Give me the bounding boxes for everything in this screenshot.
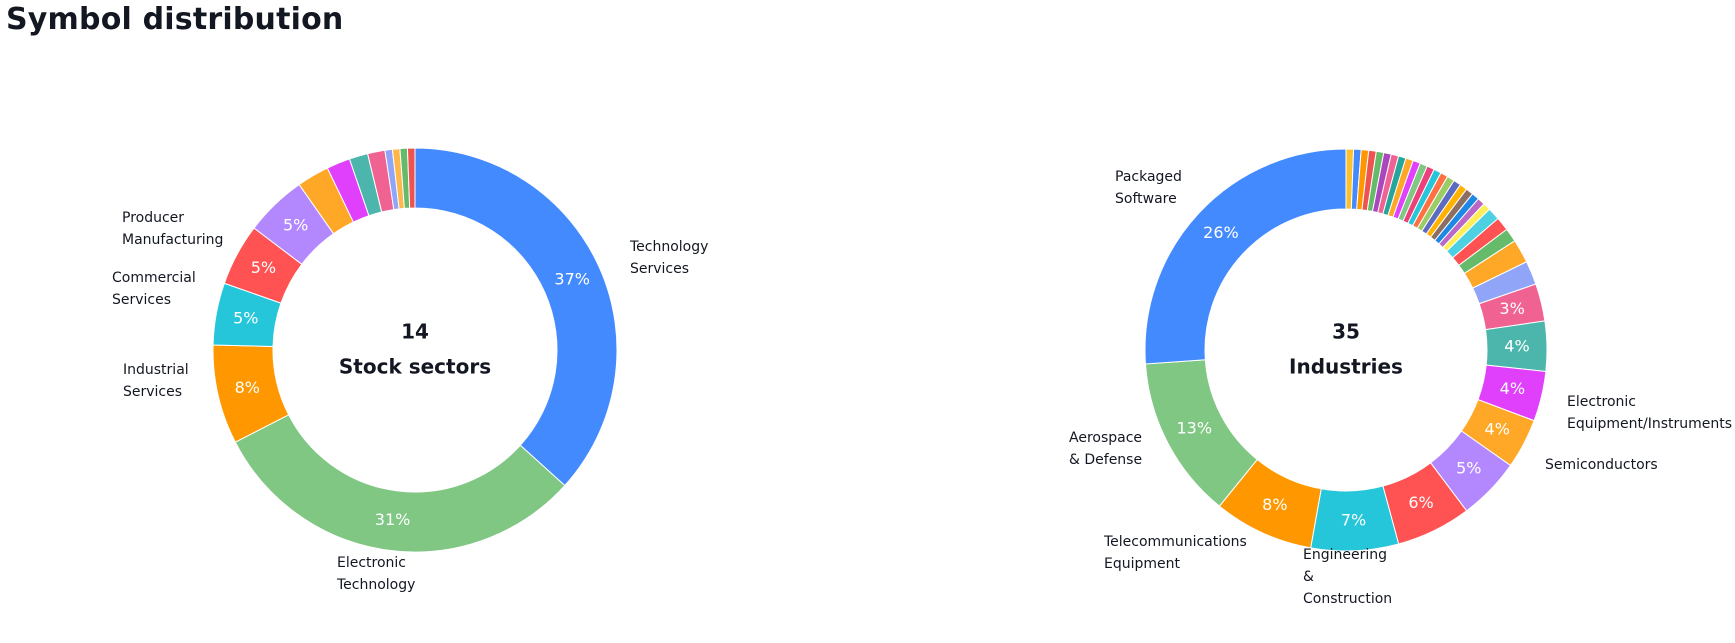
slice-percent-label: 4% <box>1485 419 1510 438</box>
category-label-line: Packaged <box>1115 169 1182 185</box>
category-label-line: Electronic <box>1567 394 1636 410</box>
slice-percent-label: 8% <box>235 378 260 397</box>
category-label: Electronic Technology <box>336 555 415 593</box>
category-label-line: Technology <box>336 577 415 593</box>
category-label: Packaged Software <box>1115 169 1182 207</box>
industries-donut-chart[interactable]: 3% 4% 4% 4% 5% 6% 7% 8% 13% 26% 35 Industries Packag… <box>1069 148 1732 607</box>
slice-percent-label: 13% <box>1176 418 1212 437</box>
category-label-line: Semiconductors <box>1545 457 1658 473</box>
center-count: 14 <box>401 320 429 344</box>
category-label-line: Engineering <box>1303 547 1387 563</box>
slice-percent-label: 7% <box>1341 510 1366 529</box>
slice-percent-label: 5% <box>233 309 258 328</box>
category-label-line: & <box>1303 569 1314 585</box>
category-label-line: Services <box>112 292 171 308</box>
category-label: Semiconductors <box>1545 457 1658 473</box>
slice-percent-label: 26% <box>1203 223 1239 242</box>
slice-percent-label: 8% <box>1262 495 1287 514</box>
category-label-line: Aerospace <box>1069 430 1142 446</box>
slice-percent-label: 6% <box>1408 493 1433 512</box>
category-label-line: Software <box>1115 191 1177 207</box>
slice-percent-label: 31% <box>375 510 411 529</box>
category-label-line: Services <box>123 384 182 400</box>
center-count: 35 <box>1332 320 1360 344</box>
category-label: Producer Manufacturing <box>122 210 223 248</box>
slice-percent-label: 37% <box>554 270 590 289</box>
category-label-line: Industrial <box>123 362 189 378</box>
category-label: Engineering & Construction <box>1303 547 1392 607</box>
category-label-line: & Defense <box>1069 452 1142 468</box>
category-label: Commercial Services <box>112 270 196 308</box>
category-label-line: Commercial <box>112 270 196 286</box>
center-label: Industries <box>1289 355 1403 379</box>
category-label-line: Equipment/Instruments <box>1567 416 1732 432</box>
category-label-line: Manufacturing <box>122 232 223 248</box>
category-label: Industrial Services <box>123 362 189 400</box>
category-label-line: Services <box>630 261 689 277</box>
donut-slice[interactable] <box>234 414 566 553</box>
category-label-line: Telecommunications <box>1103 534 1247 550</box>
category-label: Aerospace & Defense <box>1069 430 1142 468</box>
slice-percent-label: 4% <box>1504 336 1529 355</box>
donut-slice[interactable] <box>406 147 416 209</box>
slice-percent-label: 3% <box>1499 299 1524 318</box>
category-label-line: Electronic <box>337 555 406 571</box>
donut-slice[interactable] <box>1144 148 1347 365</box>
category-label-line: Construction <box>1303 591 1392 607</box>
slice-percent-label: 5% <box>251 258 276 277</box>
category-label: Telecommunications Equipment <box>1103 534 1247 572</box>
slice-percent-label: 4% <box>1500 379 1525 398</box>
category-label-line: Technology <box>629 239 708 255</box>
sectors-donut-chart[interactable]: 37% 31% 8% 5% 5% 5% 14 Stock sectors Technology S… <box>112 147 708 593</box>
category-label: Electronic Equipment/Instruments <box>1567 394 1732 432</box>
center-label: Stock sectors <box>339 355 491 379</box>
donut-slice[interactable] <box>414 147 618 487</box>
category-label: Technology Services <box>629 239 708 277</box>
slice-percent-label: 5% <box>1456 458 1481 477</box>
page-title: Symbol distribution <box>6 2 344 37</box>
category-label-line: Equipment <box>1104 556 1181 572</box>
category-label-line: Producer <box>122 210 184 226</box>
slice-percent-label: 5% <box>283 216 308 235</box>
